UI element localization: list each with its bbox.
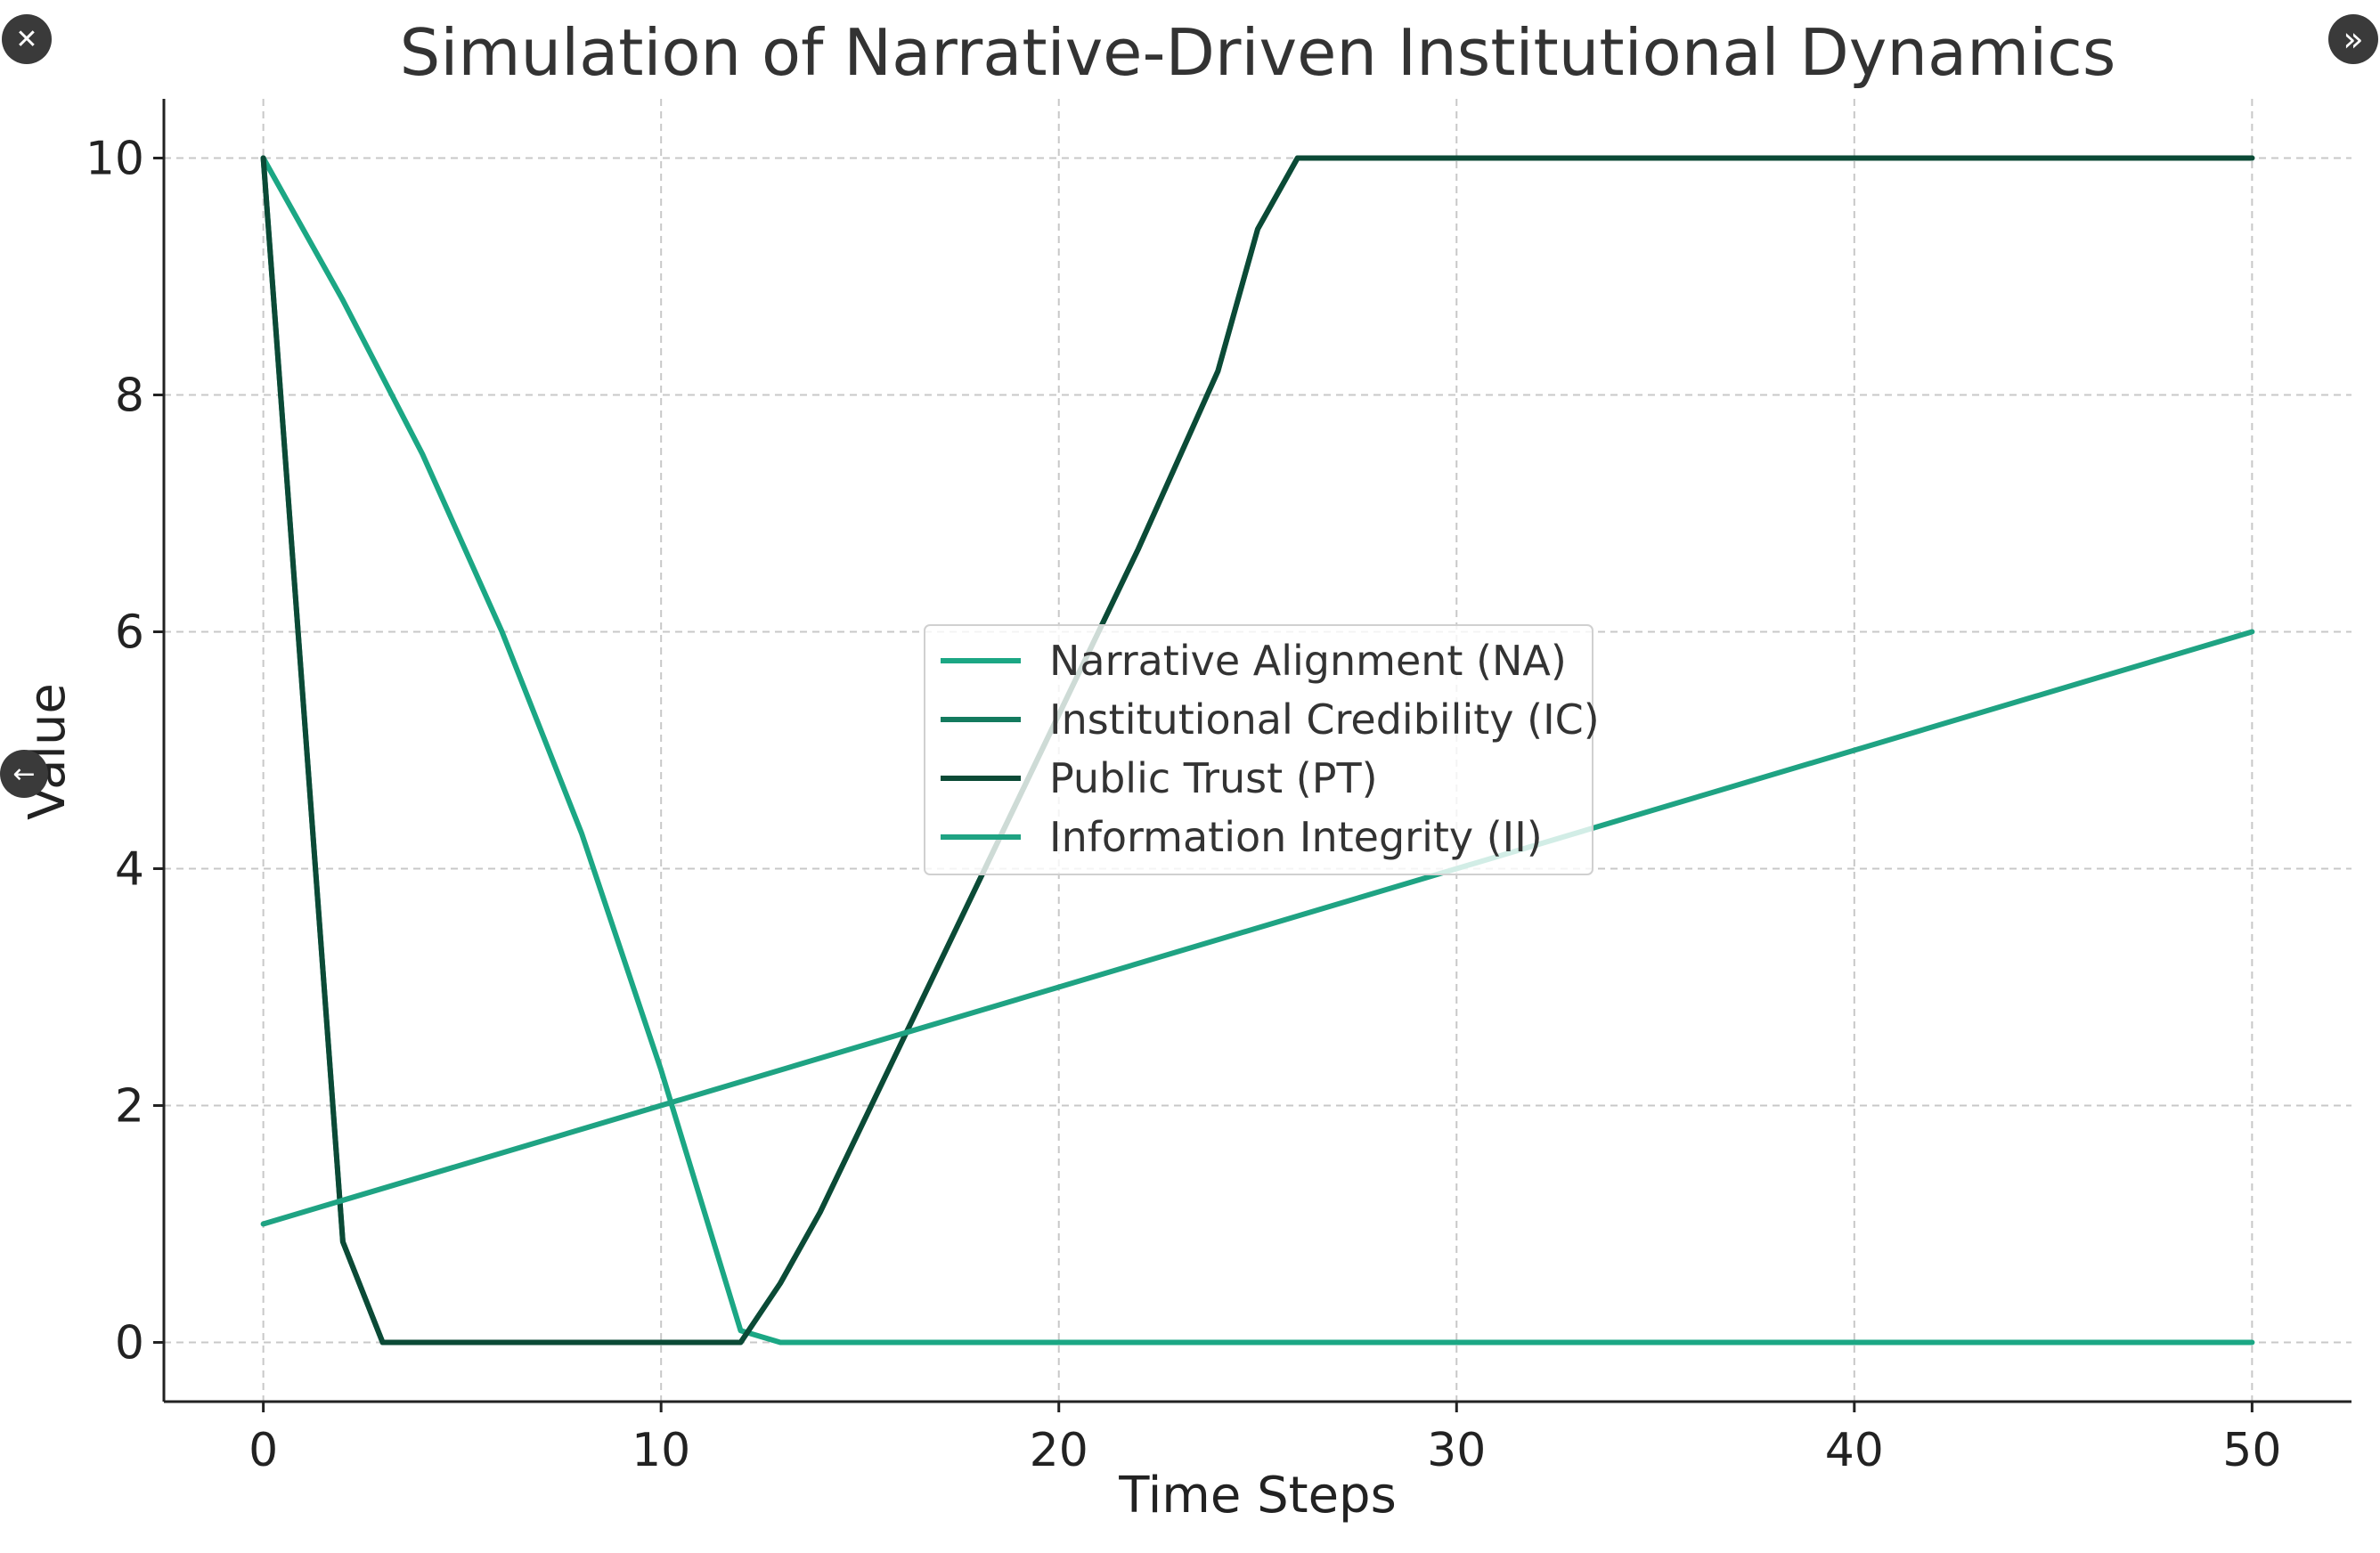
axes	[162, 99, 2351, 1403]
legend-label: Information Integrity (II)	[1049, 813, 1543, 861]
x-axis-title: Time Steps	[1118, 1467, 1397, 1525]
back-arrow-button[interactable]: ←	[0, 750, 48, 798]
close-button[interactable]: ✕	[2, 14, 52, 64]
x-tick-label: 50	[2222, 1424, 2281, 1477]
series-line-4	[260, 629, 2255, 1227]
ticks: 0 10 20 30 40 50 0 2 4 6 8 10	[86, 133, 2282, 1478]
legend-box	[924, 624, 1593, 875]
chart-title: Simulation of Narrative-Driven Instituti…	[400, 15, 2116, 90]
series-lines	[260, 155, 2255, 1346]
legend-label: Institutional Credibility (IC)	[1049, 695, 1600, 744]
series-line-1	[260, 155, 2255, 1346]
y-tick-label: 10	[86, 133, 144, 186]
y-tick-label: 6	[115, 606, 144, 660]
x-tick-label: 30	[1427, 1424, 1486, 1477]
series-line-3	[260, 155, 2255, 1346]
x-tick-label: 20	[1030, 1424, 1088, 1477]
x-tick-label: 0	[249, 1424, 278, 1477]
x-tick-label: 40	[1825, 1424, 1884, 1477]
y-tick-label: 4	[115, 843, 144, 897]
y-tick-label: 0	[115, 1317, 144, 1370]
y-tick-label: 8	[115, 370, 144, 423]
legend: Narrative Alignment (NA) Institutional Cr…	[924, 624, 1600, 875]
y-tick-label: 2	[115, 1080, 144, 1134]
legend-label: Narrative Alignment (NA)	[1049, 637, 1567, 685]
x-tick-label: 10	[632, 1424, 690, 1477]
legend-label: Public Trust (PT)	[1049, 754, 1378, 802]
expand-button[interactable]: »	[2328, 14, 2378, 64]
